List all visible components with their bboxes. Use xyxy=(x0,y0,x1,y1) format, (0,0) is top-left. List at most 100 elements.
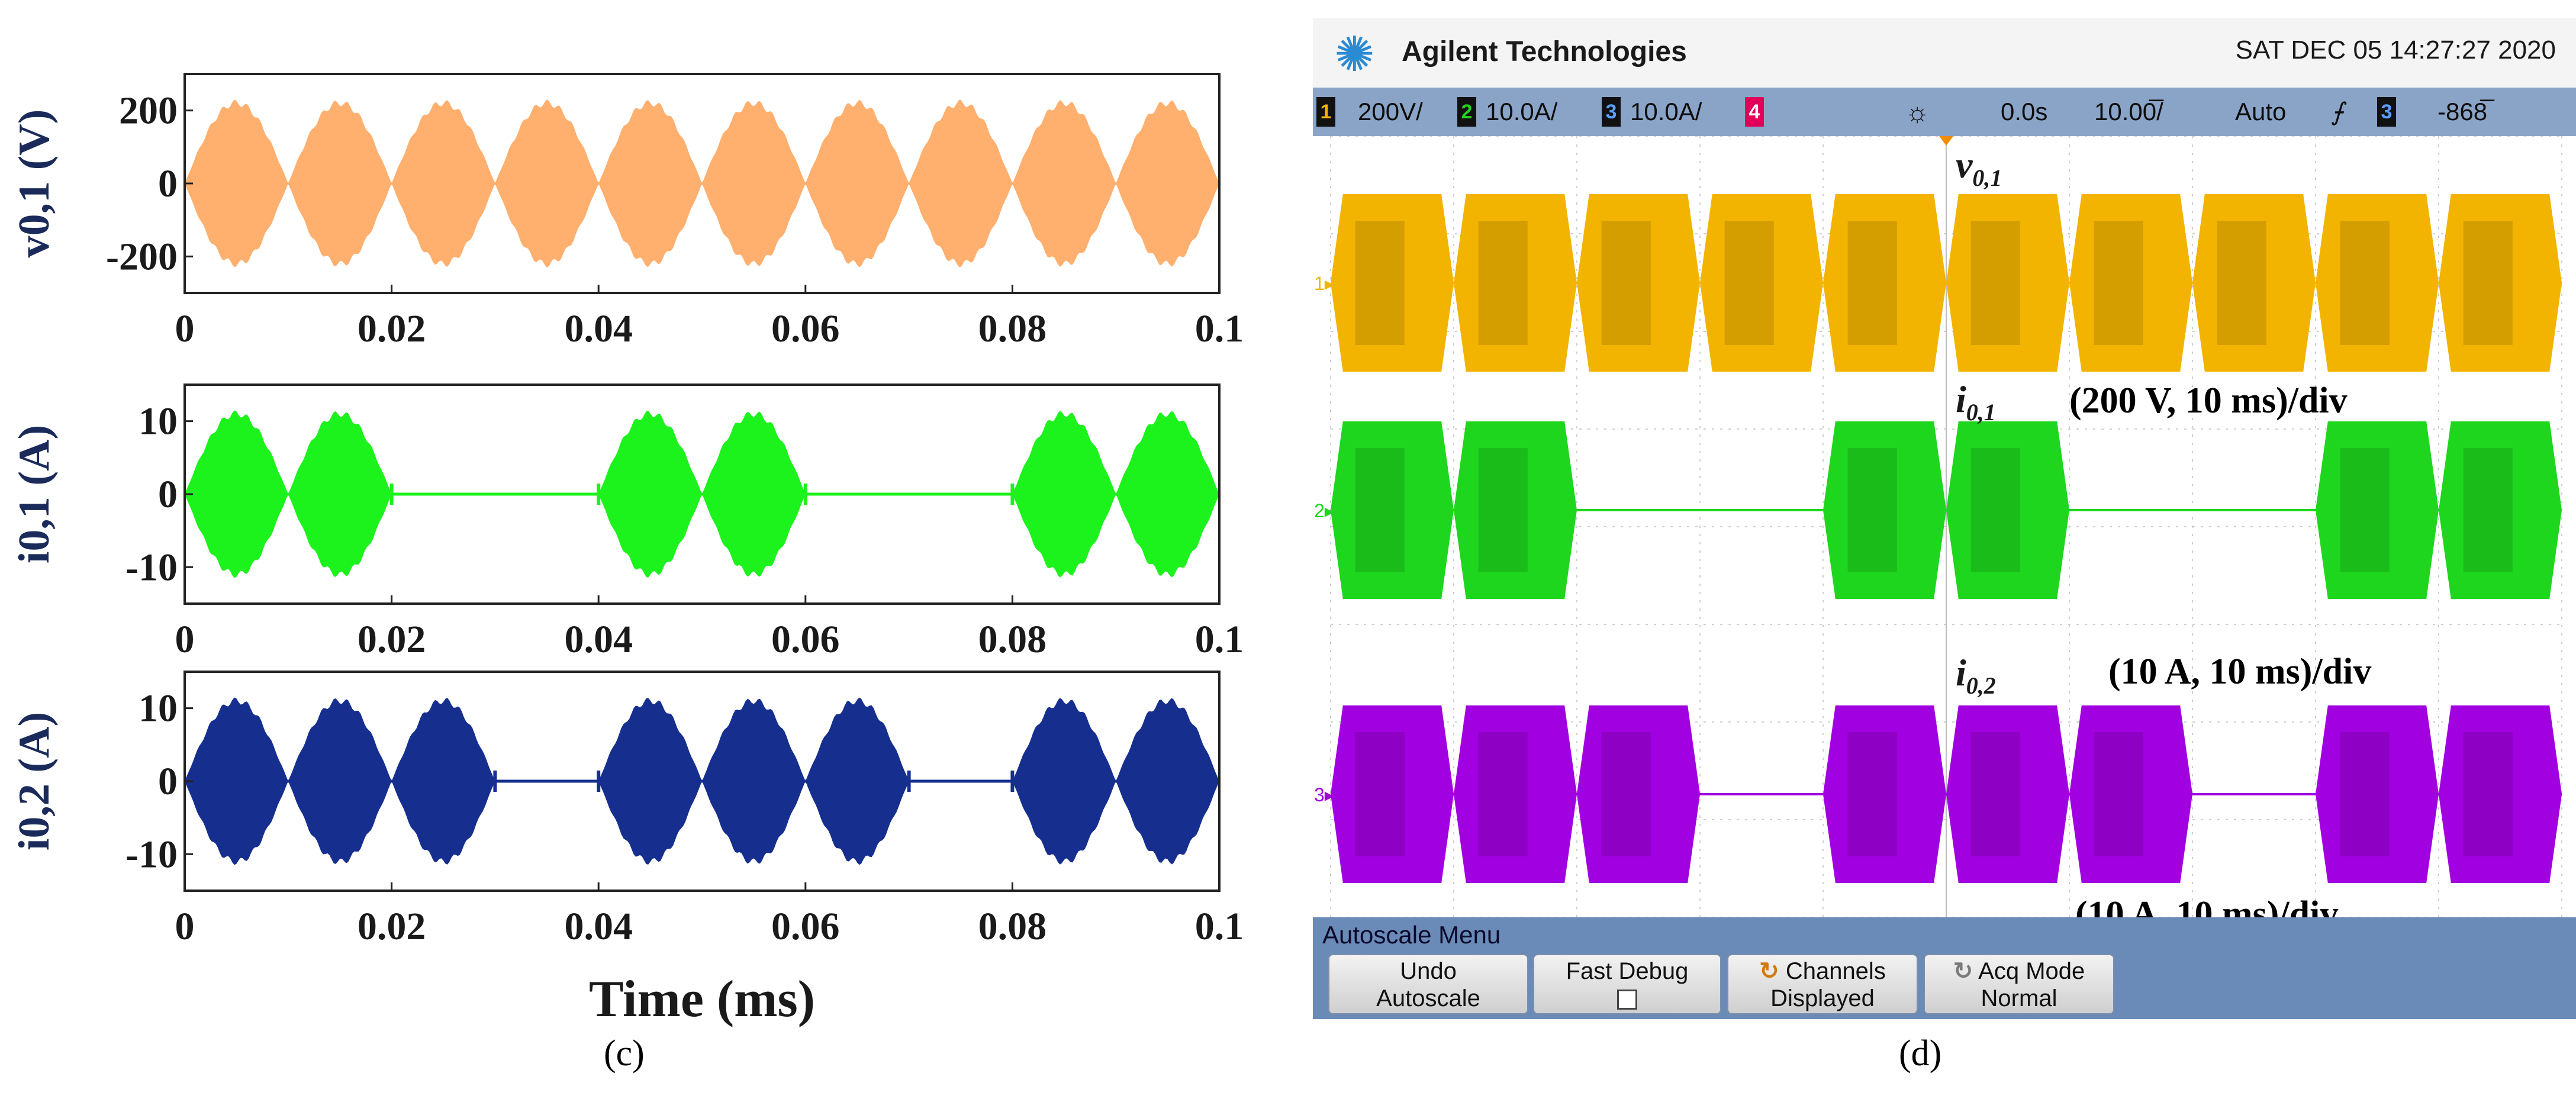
burst-segment xyxy=(2069,705,2192,883)
y-axis-label: i0,1 (A) xyxy=(10,425,59,563)
burst-segment xyxy=(2069,194,2192,372)
label-main: i xyxy=(1956,652,1966,694)
panel-label-c: (c) xyxy=(604,1033,645,1074)
burst-segment xyxy=(2192,194,2316,372)
time-delay[interactable]: 0.0s xyxy=(2001,98,2048,125)
trigger-source-badge[interactable]: 3 xyxy=(2377,97,2396,127)
burst-shade xyxy=(2463,221,2513,345)
burst-segment xyxy=(1454,705,1577,883)
x-tick-label: 0.04 xyxy=(564,307,633,350)
trace-channel-2: 2▸ xyxy=(1314,421,2562,599)
x-tick-label: 0.04 xyxy=(564,618,633,661)
burst-segment xyxy=(2316,194,2439,372)
undo-autoscale-button[interactable]: Undo Autoscale xyxy=(1328,954,1528,1014)
sim-plot-1: 0 0.02 0.04 0.06 0.08 0.1 200 0 -200 v0,1 (V) xyxy=(10,73,1244,350)
trace-channel-3: 3▸ xyxy=(1314,705,2562,883)
burst-shade xyxy=(1847,448,1897,572)
channel-2-scale[interactable]: 10.0A/ xyxy=(1486,98,1558,125)
softkey-line1: Undo xyxy=(1400,958,1457,984)
sim-plot-2: 0 0.02 0.04 0.06 0.08 0.1 10 0 -10 i0,1 (A) xyxy=(10,383,1244,661)
burst-shade xyxy=(1355,448,1405,572)
softkey-menu: Autoscale Menu Undo Autoscale Fast Debug… xyxy=(1313,917,2576,1019)
label-sub: 0,1 xyxy=(1966,398,1996,426)
oscilloscope-screen: ✺ Agilent Technologies SAT DEC 05 14:27:… xyxy=(1313,18,2576,1019)
x-tick-label: 0 xyxy=(175,905,195,948)
burst-segment xyxy=(1331,705,1454,883)
trigger-edge-icon: ⨍ xyxy=(2331,98,2344,125)
softkey-line2: Normal xyxy=(1981,985,2057,1011)
fast-debug-button[interactable]: Fast Debug xyxy=(1533,954,1721,1014)
y-tick-label: 0 xyxy=(158,473,178,516)
scale-annotation-1: (200 V, 10 ms)/div xyxy=(2069,381,2348,421)
x-tick-label: 0.06 xyxy=(771,905,840,948)
burst-segment xyxy=(1454,194,1577,372)
burst-shade xyxy=(2094,732,2143,856)
x-tick-label: 0.1 xyxy=(1195,618,1244,661)
x-tick-label: 0.06 xyxy=(771,307,840,350)
burst-segment xyxy=(1823,705,1946,883)
channel-ground-marker: 2▸ xyxy=(1314,500,1334,521)
sim-plot-3: 0 0.02 0.04 0.06 0.08 0.1 10 0 -10 i0,2 (A) Time (… xyxy=(10,671,1244,1028)
burst-shade xyxy=(1970,221,2020,345)
burst-shade xyxy=(1601,221,1651,345)
x-tick-label: 0.02 xyxy=(358,618,426,661)
burst-shade xyxy=(2340,732,2390,856)
fast-debug-checkbox[interactable] xyxy=(1617,990,1637,1010)
panel-label-d: (d) xyxy=(1899,1033,1942,1074)
acq-mode-button[interactable]: ↻ Acq Mode Normal xyxy=(1924,954,2114,1014)
burst-segment xyxy=(1946,705,2069,883)
channel-1-scale[interactable]: 200V/ xyxy=(1358,98,1423,125)
simulation-figure: 0 0.02 0.04 0.06 0.08 0.1 200 0 -200 v0,1 (V) 0 0.0… xyxy=(10,73,1244,1028)
burst-segment xyxy=(1823,421,1946,599)
burst-shade xyxy=(2463,448,2513,572)
signal-envelope xyxy=(185,99,1219,268)
y-tick-label: -10 xyxy=(125,833,178,876)
x-tick-label: 0.06 xyxy=(771,618,840,661)
signal-envelope xyxy=(185,697,1219,865)
x-tick-label: 0.1 xyxy=(1195,307,1244,350)
channel-2-badge[interactable]: 2 xyxy=(1457,97,1476,127)
y-tick-label: -10 xyxy=(125,546,178,589)
channel-3-scale[interactable]: 10.0A/ xyxy=(1630,98,1702,125)
x-tick-label: 0.08 xyxy=(978,905,1047,948)
graticule-grid xyxy=(1330,136,2562,917)
burst-shade xyxy=(1355,732,1405,856)
burst-segment xyxy=(2439,194,2562,372)
burst-segment xyxy=(2316,705,2439,883)
scale-annotation-2: (10 A, 10 ms)/div xyxy=(2108,652,2372,692)
burst-segment xyxy=(1454,421,1577,599)
x-tick-label: 0.08 xyxy=(978,618,1047,661)
burst-segment xyxy=(2439,705,2562,883)
burst-shade xyxy=(1355,221,1405,345)
burst-segment xyxy=(2439,421,2562,599)
x-tick-label: 0 xyxy=(175,618,195,661)
trigger-level[interactable]: -868̅ xyxy=(2437,98,2488,125)
channel-1-badge[interactable]: 1 xyxy=(1316,97,1335,127)
burst-shade xyxy=(1847,732,1897,856)
x-axis-title: Time (ms) xyxy=(589,971,815,1028)
burst-shade xyxy=(2340,448,2390,572)
scope-datetime: SAT DEC 05 14:27:27 2020 xyxy=(2235,36,2556,65)
y-tick-label: 0 xyxy=(158,162,178,205)
trigger-mode[interactable]: Auto xyxy=(2235,98,2287,125)
y-tick-label: 10 xyxy=(139,400,178,443)
trace-label-i02: i0,2 xyxy=(1956,651,1996,700)
time-scale[interactable]: 10.00̅/ xyxy=(2094,98,2163,125)
rotate-knob-icon: ↻ xyxy=(1953,958,1973,984)
trace-label-v01: v0,1 xyxy=(1956,143,2002,192)
channel-3-badge[interactable]: 3 xyxy=(1602,97,1621,127)
burst-segment xyxy=(2316,421,2439,599)
burst-shade xyxy=(1970,448,2020,572)
burst-shade xyxy=(1478,221,1528,345)
burst-segment xyxy=(1823,194,1946,372)
trace-label-i01: i0,1 xyxy=(1956,378,1996,426)
burst-shade xyxy=(1724,221,1774,345)
softkey-line1: Fast Debug xyxy=(1566,958,1689,984)
y-tick-label: 10 xyxy=(139,687,178,730)
label-sub: 0,2 xyxy=(1966,672,1996,699)
agilent-logo-icon: ✺ xyxy=(1334,28,1375,82)
channel-ground-marker: 3▸ xyxy=(1314,784,1334,805)
channels-displayed-button[interactable]: ↻ Channels Displayed xyxy=(1727,954,1918,1014)
burst-segment xyxy=(1577,705,1700,883)
channel-4-badge[interactable]: 4 xyxy=(1745,97,1764,127)
